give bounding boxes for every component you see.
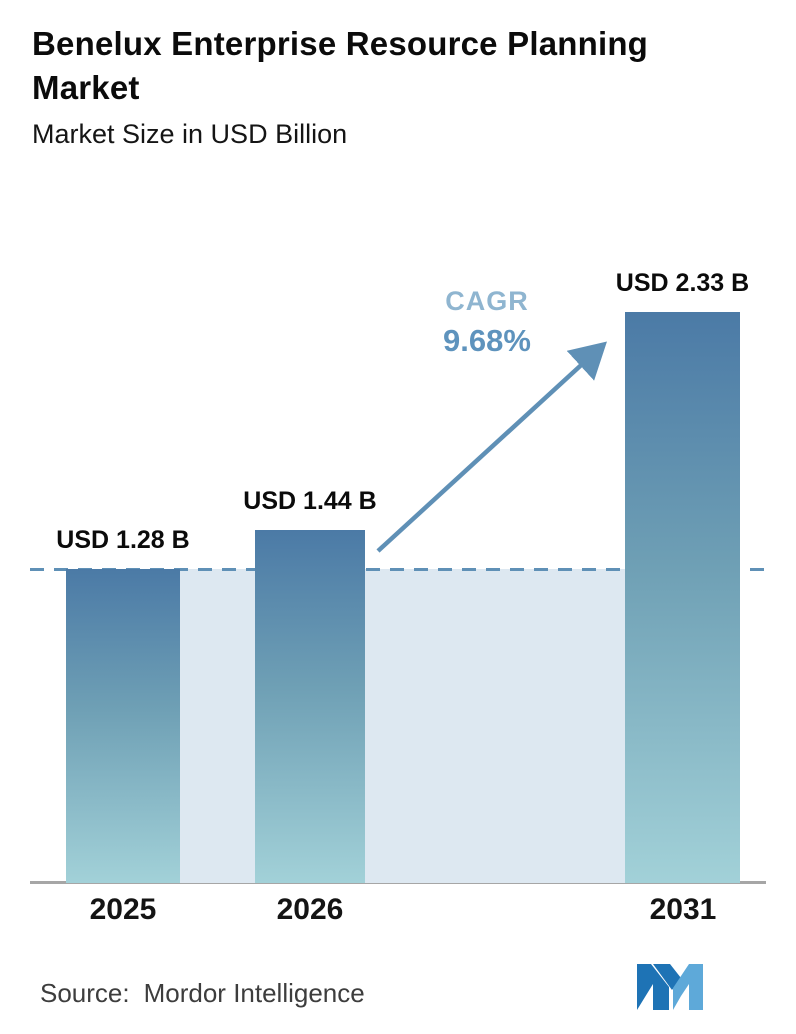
chart-title-line-1: Benelux Enterprise Resource Planning xyxy=(32,25,649,62)
x-tick-2025: 2025 xyxy=(89,893,157,926)
chart-title-line-2: Market xyxy=(32,68,140,106)
x-tick-2026: 2026 xyxy=(276,893,344,926)
cagr-annotation: CAGR 9.68% xyxy=(412,286,562,359)
chart-header: Benelux Enterprise Resource Planning Mar… xyxy=(32,22,752,150)
cagr-label: CAGR xyxy=(445,286,529,316)
bar-value-label: USD 1.44 B xyxy=(243,487,377,515)
bar-value-label: USD 1.28 B xyxy=(56,526,190,554)
bar-value-label: USD 2.33 B xyxy=(615,269,750,297)
bar-group-2025: USD 1.28 B xyxy=(56,526,190,883)
dashed-reference-line xyxy=(30,568,766,571)
source-label: Source: xyxy=(40,978,130,1008)
chart-subtitle: Market Size in USD Billion xyxy=(32,119,348,150)
x-tick-2031: 2031 xyxy=(649,893,717,926)
source-note: Source: Mordor Intelligence xyxy=(40,978,365,1009)
mordor-intelligence-logo xyxy=(637,964,703,1010)
cagr-value: 9.68% xyxy=(443,323,531,358)
bar-group-2026: USD 1.44 B xyxy=(243,487,377,883)
bar xyxy=(625,312,740,883)
bar xyxy=(255,530,365,883)
bar xyxy=(66,569,180,883)
chart-title: Benelux Enterprise Resource Planning Mar… xyxy=(32,22,752,109)
bar-group-2031: USD 2.33 B xyxy=(616,269,749,883)
source-value: Mordor Intelligence xyxy=(143,978,365,1008)
